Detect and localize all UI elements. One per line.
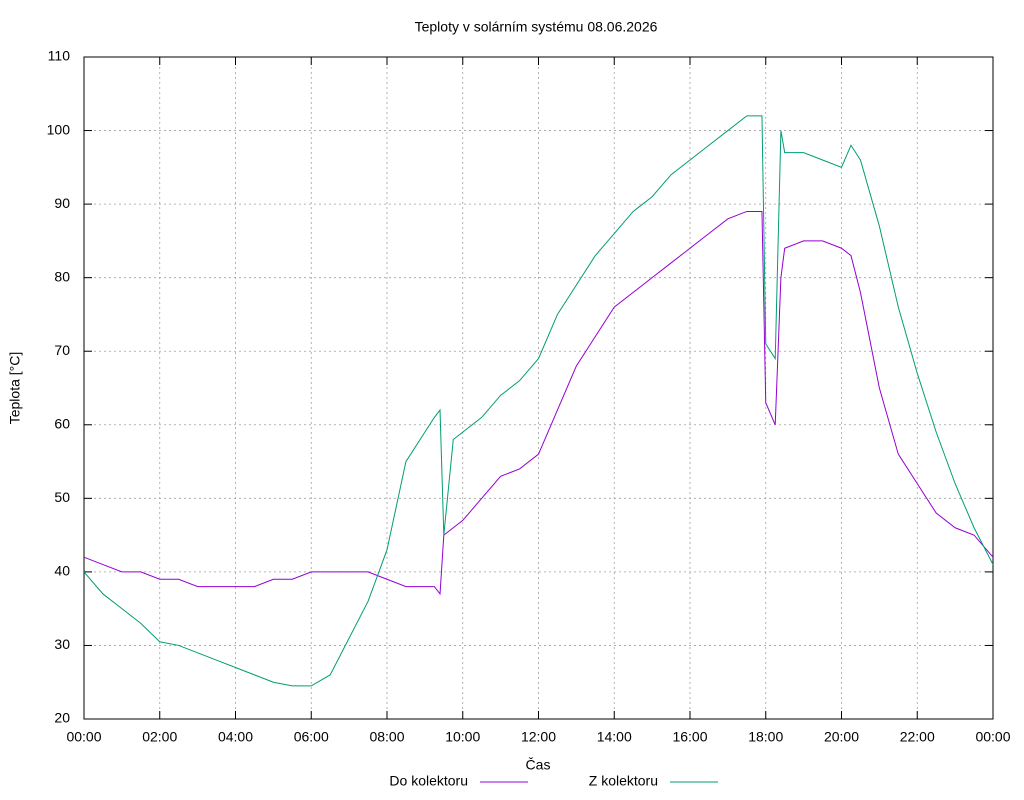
y-tick-label: 100 xyxy=(47,121,71,137)
series-line xyxy=(83,210,994,596)
y-tick-label: 60 xyxy=(54,415,70,431)
plot-frame xyxy=(83,56,994,720)
y-tick-label: 110 xyxy=(48,48,71,64)
x-tick-label: 04:00 xyxy=(218,729,253,745)
series-line xyxy=(83,115,994,687)
x-tick-label: 16:00 xyxy=(672,729,707,745)
legend-label: Z kolektoru xyxy=(589,773,658,789)
x-tick-label: 00:00 xyxy=(66,729,101,745)
y-tick-label: 50 xyxy=(54,489,70,505)
y-axis-label: Teplota [°C] xyxy=(7,352,23,425)
x-tick-label: 02:00 xyxy=(142,729,177,745)
x-tick-label: 18:00 xyxy=(748,729,783,745)
x-tick-label: 08:00 xyxy=(369,729,404,745)
y-tick-label: 80 xyxy=(54,268,70,284)
x-tick-label: 00:00 xyxy=(975,729,1010,745)
y-tick-label: 70 xyxy=(54,342,70,358)
y-tick-label: 30 xyxy=(54,636,70,652)
x-tick-label: 10:00 xyxy=(445,729,480,745)
y-tick-label: 40 xyxy=(54,563,70,579)
x-tick-label: 06:00 xyxy=(294,729,329,745)
y-tick-label: 20 xyxy=(54,710,70,726)
x-tick-label: 20:00 xyxy=(824,729,859,745)
chart-title: Teploty v solárním systému 08.06.2026 xyxy=(415,19,658,35)
x-tick-label: 14:00 xyxy=(597,729,632,745)
x-axis-label: Čas xyxy=(526,757,551,773)
legend-label: Do kolektoru xyxy=(389,773,468,789)
x-tick-label: 12:00 xyxy=(521,729,556,745)
y-tick-label: 90 xyxy=(54,195,70,211)
x-tick-label: 22:00 xyxy=(900,729,935,745)
